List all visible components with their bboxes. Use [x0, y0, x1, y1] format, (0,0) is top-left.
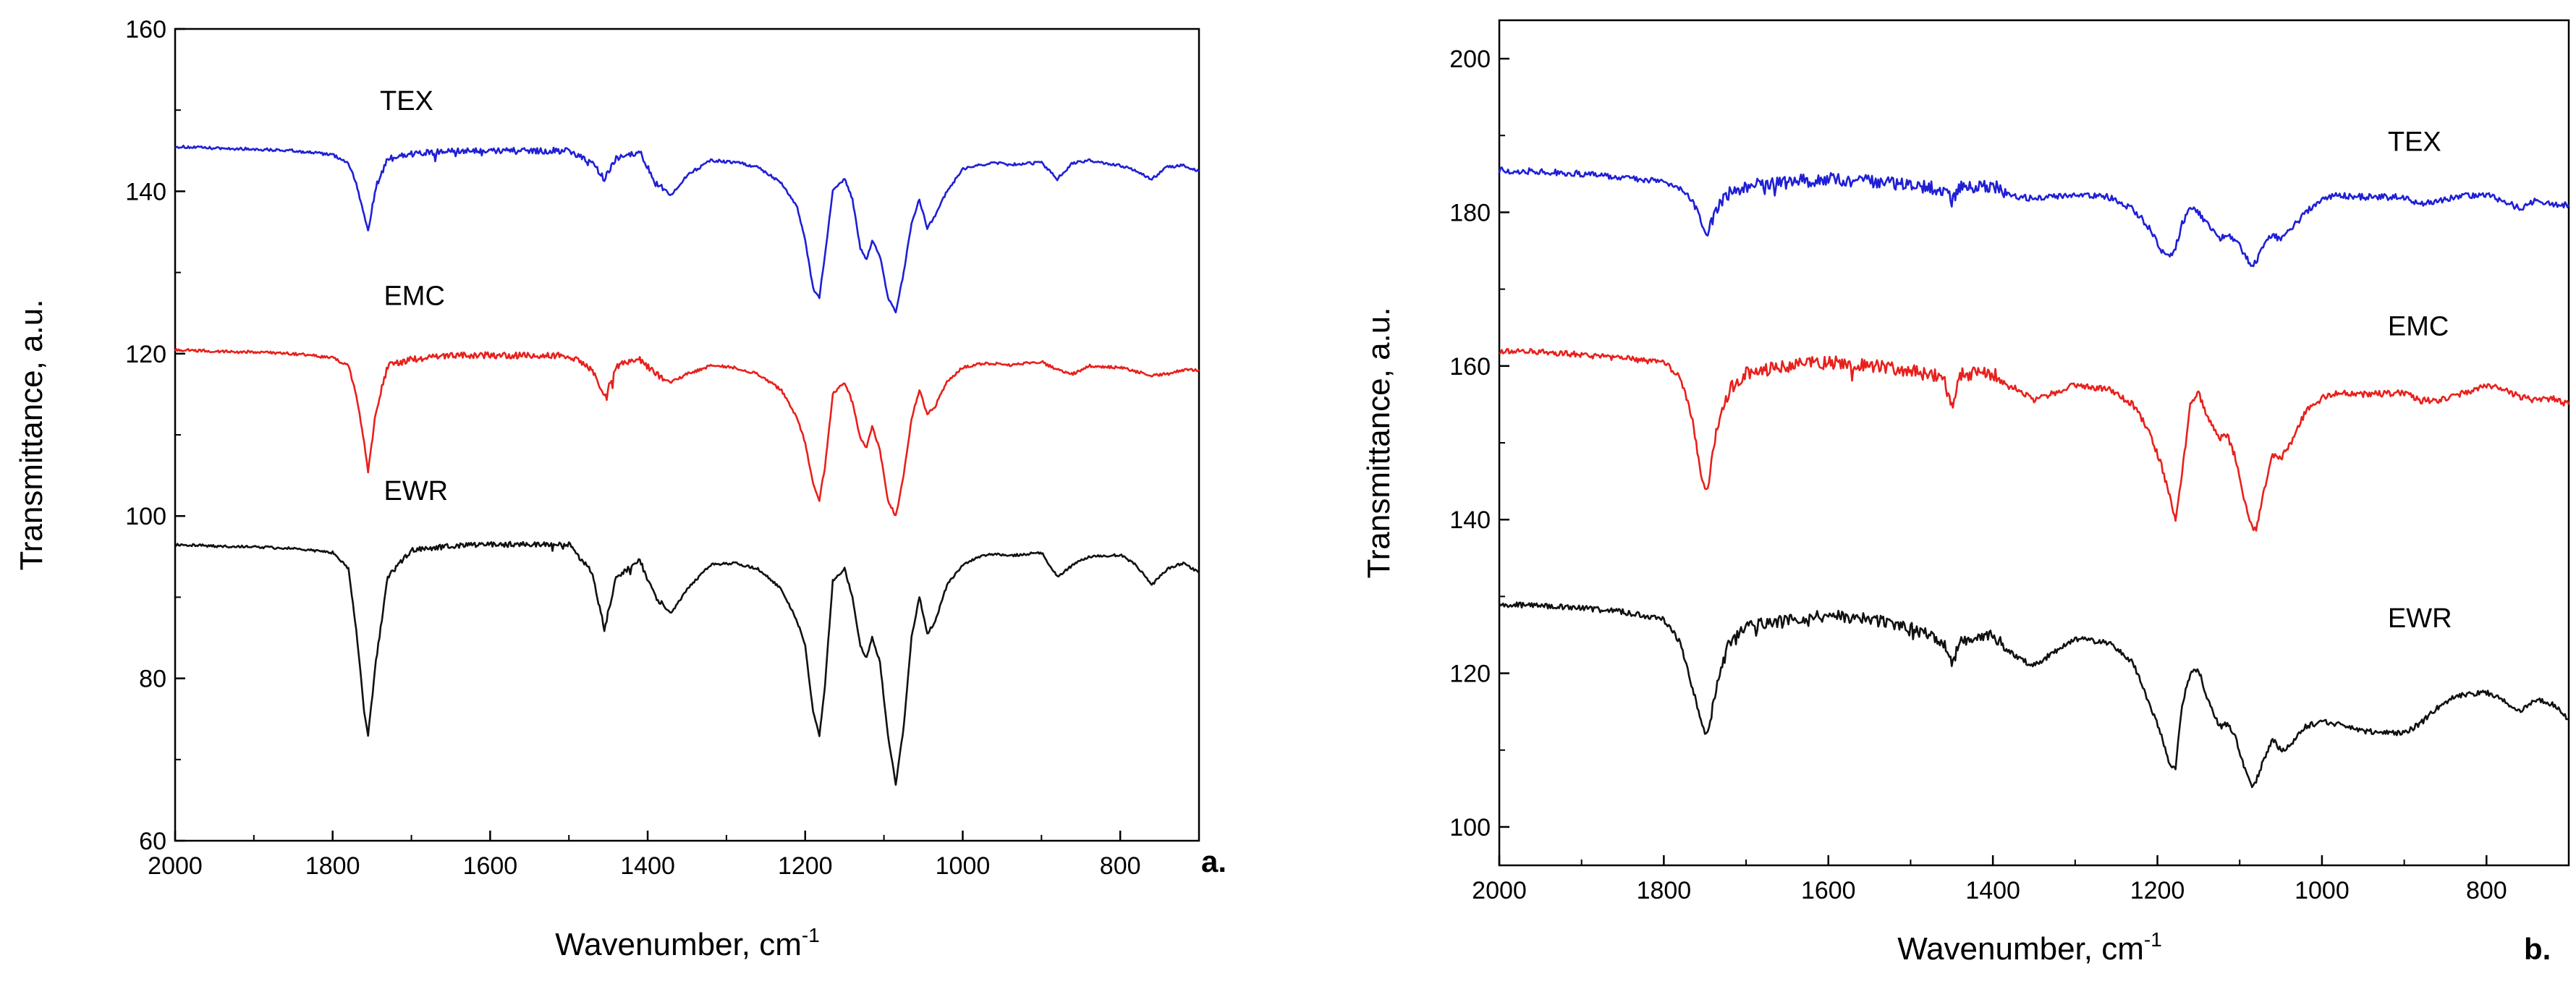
series-label-tex: TEX: [2388, 127, 2441, 158]
panel-b-xlabel-sup: -1: [2144, 928, 2162, 951]
panel-b-ticks: 2000 1800 1600 1400 1200 1000 800 100 120 140 160 1…: [1449, 46, 2507, 904]
x-tick-label: 1600: [1801, 877, 1856, 904]
x-tick-label: 1200: [778, 852, 833, 880]
series-line-ewr: [174, 540, 1200, 786]
panel-b-series-labels: TEX EMC EWR: [2388, 127, 2452, 634]
y-tick-label: 160: [1449, 353, 1491, 381]
y-tick-label: 200: [1449, 46, 1491, 73]
x-tick-label: 1800: [305, 852, 360, 880]
series-line-tex: [1498, 166, 2570, 268]
x-tick-label: 1400: [620, 852, 675, 880]
panel-a-label: a.: [1201, 844, 1226, 878]
panel-b-series-layer: [1498, 166, 2570, 789]
series-line-emc: [1499, 347, 2570, 532]
panel-b-ylabel: Transmittance, a.u.: [1361, 308, 1397, 579]
panel-b-label: b.: [2524, 932, 2551, 966]
x-tick-label: 2000: [148, 852, 203, 880]
y-tick-label: 140: [1449, 506, 1491, 534]
y-tick-label: 180: [1449, 199, 1491, 226]
panel-b: 2000 1800 1600 1400 1200 1000 800 100 120 140 160 1…: [1361, 19, 2570, 967]
x-tick-label: 1400: [1965, 877, 2020, 904]
series-line-emc: [174, 347, 1200, 517]
y-tick-label: 120: [1449, 661, 1491, 688]
x-tick-label: 1600: [463, 852, 518, 880]
y-tick-label: 120: [125, 341, 166, 368]
y-tick-label: 100: [125, 503, 166, 530]
panel-a-series-layer: [174, 145, 1200, 786]
x-tick-label: 2000: [1472, 877, 1527, 904]
x-tick-label: 1800: [1637, 877, 1692, 904]
panel-b-xlabel: Wavenumber, cm-1: [1897, 928, 2162, 967]
y-tick-label: 80: [139, 666, 166, 693]
panel-a: 2000 1800 1600 1400 1200 1000 800 60 80 100 120 140…: [14, 16, 1226, 962]
y-tick-label: 140: [125, 178, 166, 205]
series-label-ewr: EWR: [384, 476, 448, 506]
x-tick-label: 1000: [2295, 877, 2350, 904]
panel-a-frame: [174, 27, 1200, 842]
y-tick-label: 160: [125, 16, 166, 43]
x-tick-label: 800: [1100, 852, 1141, 880]
series-line-tex: [174, 145, 1200, 314]
panel-a-ticks: 2000 1800 1600 1400 1200 1000 800 60 80 100 120 140…: [125, 16, 1140, 880]
panel-a-xlabel: Wavenumber, cm-1: [555, 924, 820, 962]
series-line-ewr: [1498, 601, 2569, 789]
x-tick-label: 1200: [2130, 877, 2185, 904]
series-label-emc: EMC: [2388, 311, 2449, 342]
series-label-tex: TEX: [380, 86, 433, 116]
y-tick-label: 100: [1449, 814, 1491, 841]
panel-a-xlabel-sup: -1: [802, 924, 820, 946]
y-tick-label: 60: [139, 828, 166, 855]
series-label-emc: EMC: [384, 281, 444, 311]
panel-a-xlabel-text: Wavenumber, cm: [555, 927, 802, 962]
panel-a-ylabel: Transmittance, a.u.: [14, 300, 49, 571]
panel-a-series-labels: TEX EMC EWR: [380, 86, 448, 506]
panel-b-xlabel-text: Wavenumber, cm: [1897, 931, 2144, 967]
series-label-ewr: EWR: [2388, 603, 2452, 634]
x-tick-label: 1000: [936, 852, 991, 880]
x-tick-label: 800: [2466, 877, 2507, 904]
